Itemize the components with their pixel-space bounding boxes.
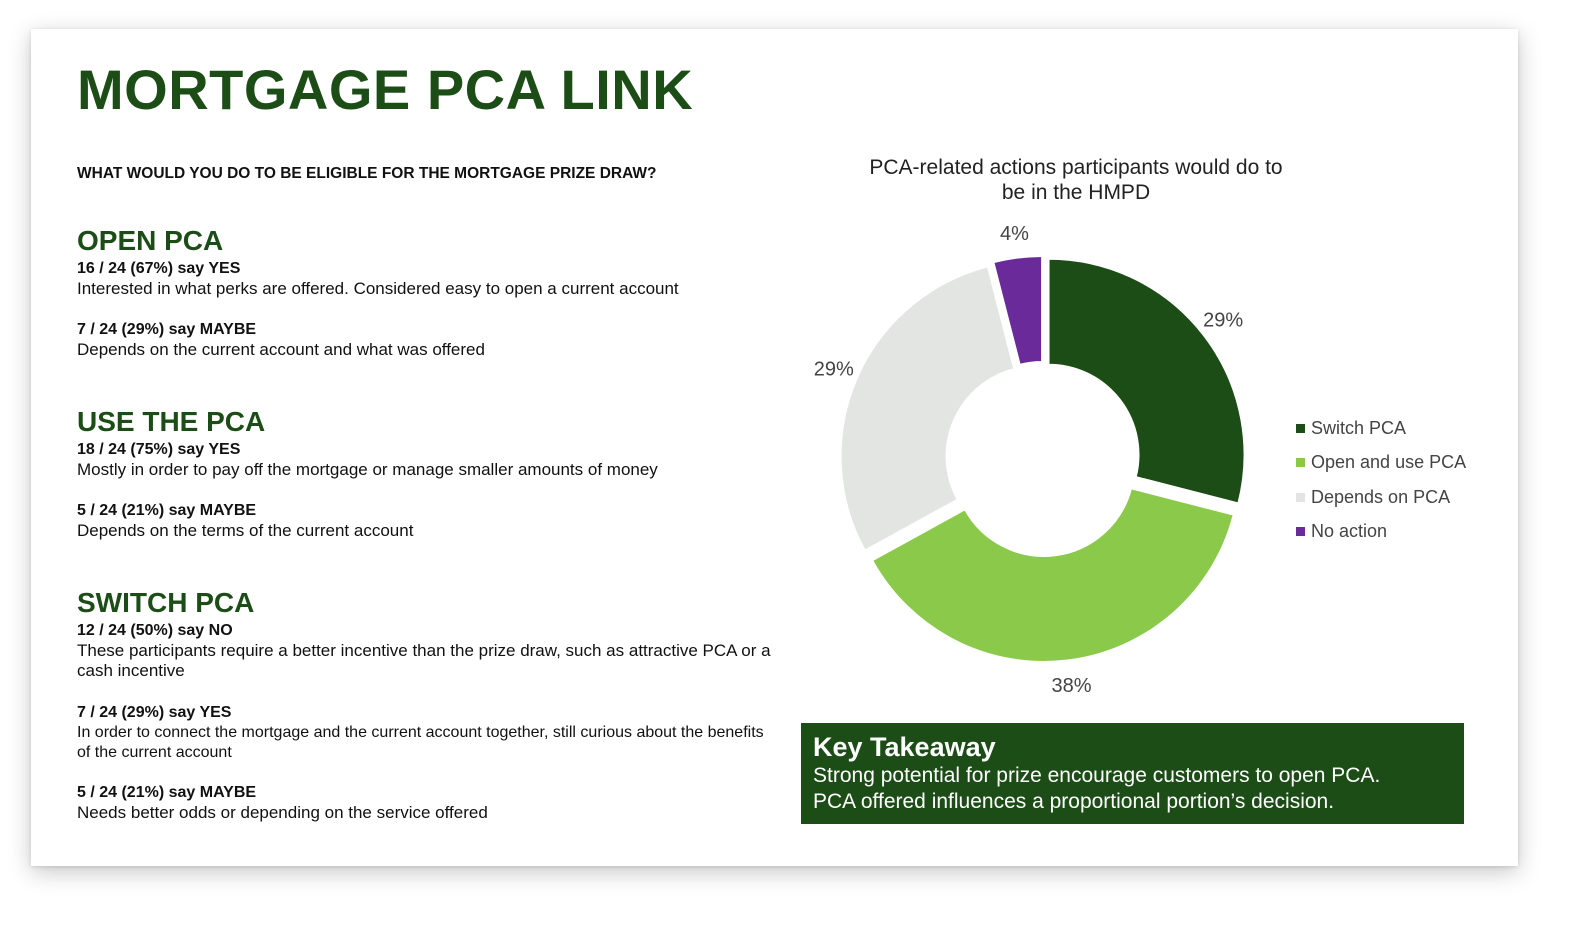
donut-slice-depends-on-pca bbox=[839, 265, 1016, 553]
finding-item: 5 / 24 (21%) say MAYBE Depends on the te… bbox=[77, 501, 777, 541]
finding-stat: 7 / 24 (29%) say YES bbox=[77, 704, 232, 721]
legend-swatch bbox=[1296, 527, 1305, 537]
finding-item: 16 / 24 (67%) say YES Interested in what… bbox=[77, 259, 777, 299]
legend-swatch bbox=[1296, 492, 1305, 502]
legend-swatch bbox=[1296, 458, 1305, 468]
finding-text: Needs better odds or depending on the se… bbox=[77, 803, 488, 822]
finding-text: Interested in what perks are offered. Co… bbox=[77, 279, 679, 298]
legend-label: Switch PCA bbox=[1311, 417, 1407, 438]
finding-item: 5 / 24 (21%) say MAYBE Needs better odds… bbox=[77, 783, 777, 823]
finding-text: Depends on the terms of the current acco… bbox=[77, 521, 414, 540]
legend-swatch bbox=[1296, 423, 1305, 433]
legend-item: Switch PCA bbox=[1296, 411, 1466, 446]
survey-question: WHAT WOULD YOU DO TO BE ELIGIBLE FOR THE… bbox=[77, 165, 657, 182]
finding-item: 18 / 24 (75%) say YES Mostly in order to… bbox=[77, 440, 777, 480]
section-heading-use-pca: USE THE PCA bbox=[77, 406, 266, 437]
legend-item: Depends on PCA bbox=[1296, 480, 1466, 515]
finding-item: 7 / 24 (29%) say YES In order to connect… bbox=[77, 703, 777, 763]
slide: MORTGAGE PCA LINK WHAT WOULD YOU DO TO B… bbox=[31, 29, 1518, 866]
legend-label: Open and use PCA bbox=[1311, 452, 1467, 473]
donut-chart: 29% 38% 29% 4% bbox=[814, 223, 1246, 697]
finding-stat: 7 / 24 (29%) say MAYBE bbox=[77, 321, 257, 338]
finding-stat: 12 / 24 (50%) say NO bbox=[77, 622, 233, 639]
chart-legend: Switch PCA Open and use PCA Depends on PCA… bbox=[1296, 411, 1466, 549]
donut-slice-switch-pca bbox=[1047, 257, 1246, 505]
data-label-switch-pca: 29% bbox=[1203, 309, 1243, 331]
finding-stat: 5 / 24 (21%) say MAYBE bbox=[77, 784, 257, 801]
data-label-depends-on-pca: 29% bbox=[814, 358, 854, 380]
key-takeaway-title: Key Takeaway bbox=[813, 732, 996, 762]
finding-text: In order to connect the mortgage and the… bbox=[77, 724, 764, 761]
key-takeaway-line-1: Strong potential for prize encourage cus… bbox=[813, 764, 1381, 787]
key-takeaway-line-2: PCA offered influences a proportional po… bbox=[813, 790, 1335, 813]
finding-stat: 16 / 24 (67%) say YES bbox=[77, 260, 241, 277]
section-heading-open-pca: OPEN PCA bbox=[77, 225, 224, 256]
donut-slice-open-and-use-pca bbox=[870, 487, 1235, 663]
finding-text: Depends on the current account and what … bbox=[77, 340, 485, 359]
page-title: MORTGAGE PCA LINK bbox=[77, 58, 694, 121]
finding-item: 7 / 24 (29%) say MAYBE Depends on the cu… bbox=[77, 320, 777, 360]
section-heading-switch-pca: SWITCH PCA bbox=[77, 587, 255, 618]
data-label-no-action: 4% bbox=[1000, 223, 1029, 245]
legend-label: No action bbox=[1311, 521, 1388, 542]
finding-text: These participants require a better ince… bbox=[77, 641, 771, 680]
finding-stat: 18 / 24 (75%) say YES bbox=[77, 441, 241, 458]
chart-title: PCA-related actions participants would d… bbox=[869, 156, 1283, 204]
finding-item: 12 / 24 (50%) say NO These participants … bbox=[77, 621, 777, 681]
legend-label: Depends on PCA bbox=[1311, 486, 1451, 507]
finding-text: Mostly in order to pay off the mortgage … bbox=[77, 460, 658, 479]
finding-stat: 5 / 24 (21%) say MAYBE bbox=[77, 502, 257, 519]
legend-item: Open and use PCA bbox=[1296, 446, 1466, 481]
legend-item: No action bbox=[1296, 515, 1466, 550]
data-label-open-and-use-pca: 38% bbox=[1052, 675, 1092, 697]
key-takeaway-box: Key Takeaway Strong potential for prize … bbox=[801, 723, 1464, 824]
donut-slice-no-action bbox=[992, 255, 1044, 367]
